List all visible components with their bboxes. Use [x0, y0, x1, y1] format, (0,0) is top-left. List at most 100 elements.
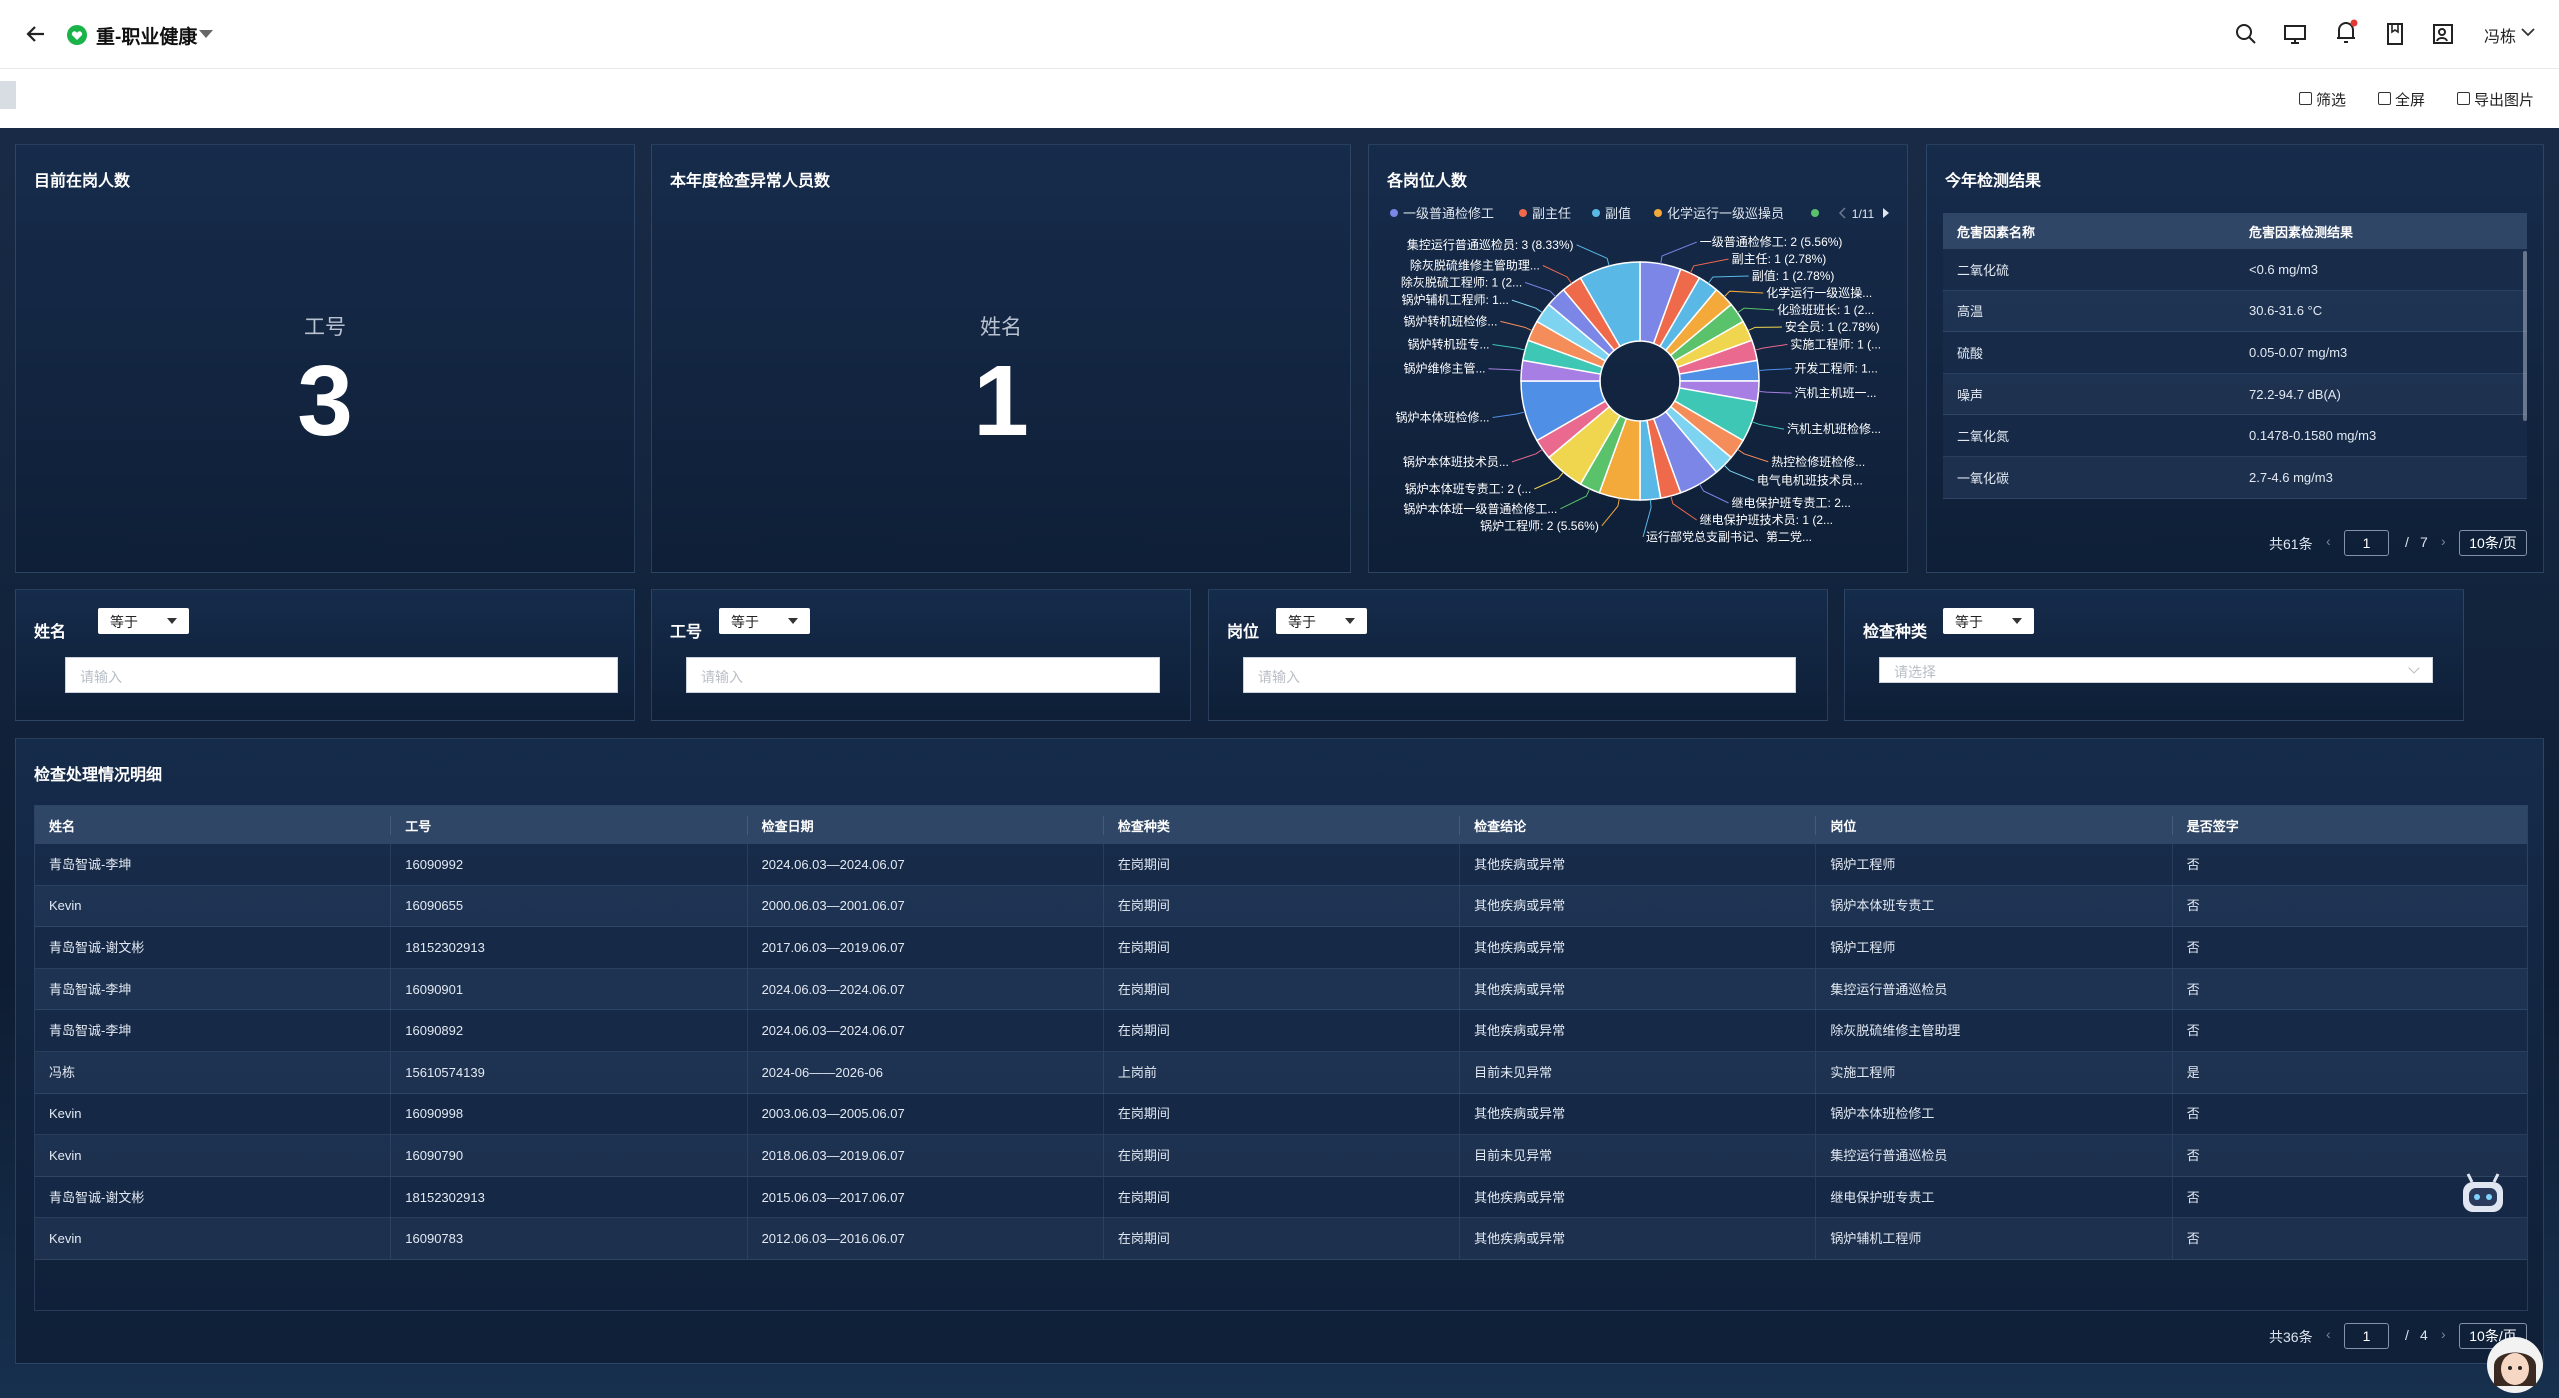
table-cell: 青岛智诚-谢文彬	[35, 926, 392, 968]
table-row: 二氧化氮 0.1478-0.1580 mg/m3	[1943, 415, 2527, 457]
kpi-label: 工号	[304, 316, 346, 339]
leader-line	[1525, 282, 1557, 298]
legend-marker	[1654, 209, 1662, 217]
table-cell: Kevin	[35, 1093, 392, 1135]
table-cell: 16090901	[391, 968, 748, 1010]
legend-next	[1883, 208, 1889, 218]
leader-line	[1601, 498, 1620, 527]
pager-pages: 4	[2420, 1327, 2428, 1343]
table-cell: 在岗期间	[1104, 885, 1461, 927]
table-cell: 继电保护班专责工	[1816, 1176, 2173, 1218]
slice-label: 除灰脱硫工程师: 1 (2...	[1401, 274, 1522, 289]
table-cell: 实施工程师	[1816, 1051, 2173, 1093]
slice-label: 继电保护班专责工: 2...	[1732, 495, 1851, 510]
text-input[interactable]: 请输入	[686, 657, 1160, 693]
table-cell: 集控运行普通巡检员	[1816, 968, 2173, 1010]
placeholder: 请输入	[1258, 669, 1300, 685]
pager-next[interactable]: ›	[2441, 533, 2446, 549]
toolbar-button[interactable]: 筛选	[2316, 92, 2347, 109]
slice-label: 化学运行一级巡操...	[1766, 285, 1872, 300]
title-caret[interactable]	[198, 28, 214, 40]
pager-separator: /	[2405, 1327, 2409, 1343]
table-cell: 否	[2173, 927, 2527, 968]
table-cell: Kevin	[35, 1218, 392, 1260]
table-cell: 其他疾病或异常	[1460, 968, 1817, 1010]
table-cell: 否	[2173, 969, 2527, 1010]
operator-dropdown[interactable]: 等于	[1943, 608, 2034, 634]
table-cell: 16090655	[391, 885, 748, 927]
sidebar-toggle[interactable]	[0, 81, 16, 109]
slice-label: 锅炉本体班检修...	[1396, 409, 1490, 424]
table-header: 危害因素名称 危害因素检测结果	[1943, 213, 2527, 249]
assistant-avatar[interactable]	[2486, 1336, 2544, 1394]
table-cell: 在岗期间	[1104, 843, 1461, 885]
pager-prev[interactable]: ‹	[2326, 1326, 2331, 1342]
leader-line	[1560, 488, 1591, 510]
page-size[interactable]: 10条/页	[2459, 530, 2527, 556]
table-cell: 目前未见异常	[1460, 1134, 1817, 1176]
table-cell: 2.7-4.6 mg/m3	[2249, 469, 2333, 485]
slice-label: 副主任: 1 (2.78%)	[1732, 252, 1827, 266]
user-name[interactable]: 冯栋	[2484, 29, 2517, 46]
slice-label: 继电保护班技术员: 1 (2...	[1700, 513, 1833, 527]
profile-icon[interactable]	[2432, 22, 2456, 46]
table-cell: 72.2-94.7 dB(A)	[2249, 386, 2341, 402]
table-cell: Kevin	[35, 885, 392, 927]
pager-input[interactable]: 1	[2344, 530, 2389, 556]
toolbar: 筛选 全屏 导出图片	[0, 69, 2559, 128]
pager-input[interactable]: 1	[2344, 1323, 2389, 1349]
slice-label: 化验班班长: 1 (2...	[1777, 302, 1874, 317]
table-row: Kevin 16090998 2003.06.03—2005.06.07 在岗期间 其他…	[35, 1093, 2527, 1136]
table-cell: 在岗期间	[1104, 968, 1461, 1010]
toolbar-icon	[2299, 92, 2312, 105]
text-input[interactable]: 请输入	[1243, 657, 1796, 693]
legend-page: 1/11	[1852, 207, 1875, 221]
column-header: 是否签字	[2173, 816, 2527, 835]
table-cell: 16090783	[391, 1218, 748, 1260]
table-cell: 锅炉辅机工程师	[1816, 1218, 2173, 1260]
leader-line	[1660, 241, 1697, 264]
table-cell: 噪声	[1957, 387, 1984, 403]
notification-icon[interactable]	[2333, 18, 2361, 46]
search-icon[interactable]	[2234, 22, 2258, 46]
toolbar-button[interactable]: 导出图片	[2474, 92, 2535, 109]
operator-dropdown[interactable]: 等于	[1276, 608, 1367, 634]
column-header: 检查种类	[1104, 815, 1461, 835]
slice-label: 热控检修班检修...	[1771, 454, 1865, 469]
pager-prev[interactable]: ‹	[2326, 533, 2331, 549]
table-cell: 15610574139	[391, 1051, 748, 1093]
slice-label: 安全员: 1 (2.78%)	[1785, 319, 1880, 334]
column-header: 岗位	[1816, 815, 2173, 835]
table-cell: 其他疾病或异常	[1460, 1093, 1817, 1135]
text-input[interactable]: 请输入	[65, 657, 618, 693]
operator-dropdown[interactable]: 等于	[98, 608, 189, 634]
toolbar-button[interactable]: 全屏	[2395, 92, 2426, 109]
table-cell: 在岗期间	[1104, 1134, 1461, 1176]
table-cell: 其他疾病或异常	[1460, 1010, 1817, 1052]
book-icon[interactable]	[2383, 22, 2407, 46]
leader-line	[1699, 483, 1729, 504]
table-row: Kevin 16090655 2000.06.03—2001.06.07 在岗期间 其他…	[35, 885, 2527, 928]
select-input[interactable]: 请选择	[1879, 657, 2433, 683]
slice-label: 汽机主机班一...	[1795, 385, 1877, 400]
leader-line	[1723, 290, 1764, 298]
leader-line	[1758, 390, 1792, 394]
screen-icon[interactable]	[2283, 22, 2307, 46]
leader-line	[1723, 464, 1755, 482]
app-title[interactable]: 重-职业健康	[96, 27, 198, 48]
pager-next[interactable]: ›	[2441, 1326, 2446, 1342]
pie-slice	[1579, 261, 1641, 348]
assistant-robot[interactable]	[2460, 1170, 2506, 1216]
operator-dropdown[interactable]: 等于	[719, 608, 810, 634]
table-cell: 锅炉本体班检修工	[1816, 1093, 2173, 1135]
user-caret[interactable]	[2520, 27, 2536, 39]
table-cell: 其他疾病或异常	[1460, 1218, 1817, 1260]
card-title: 检查处理情况明细	[34, 767, 163, 784]
scrollbar	[2523, 251, 2527, 421]
column-header: 检查结论	[1460, 815, 1817, 835]
filter-card: 检查种类 等于 请选择	[1844, 589, 2464, 721]
table-cell: 16090790	[391, 1134, 748, 1176]
back-button[interactable]	[24, 22, 48, 46]
table-cell: 16090998	[391, 1093, 748, 1135]
table-cell: 2024-06——2026-06	[748, 1051, 1104, 1093]
